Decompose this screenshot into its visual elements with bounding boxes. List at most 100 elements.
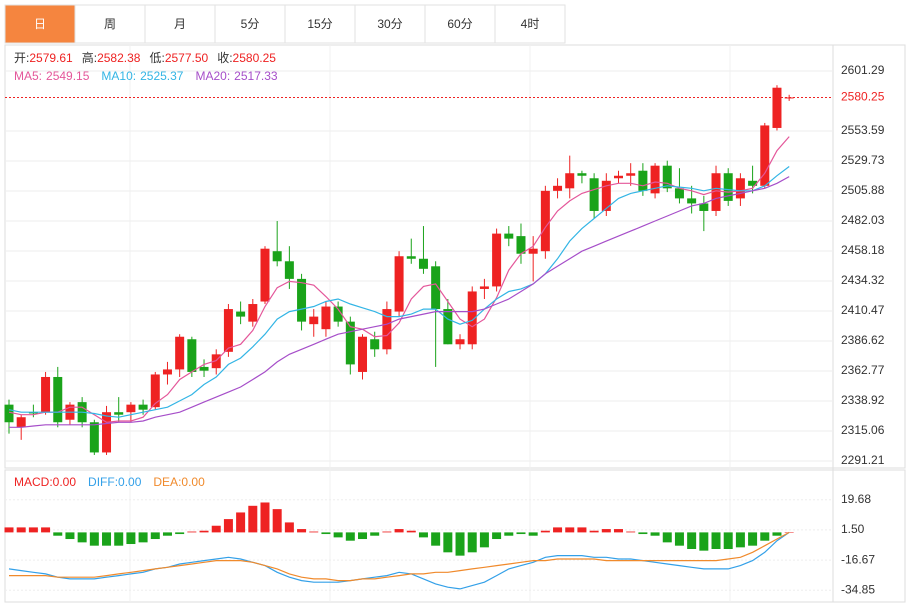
macd-bar [321, 532, 331, 535]
candle-body [41, 376, 51, 413]
macd-bar [138, 532, 148, 543]
candle-body [150, 374, 160, 408]
indicator-line [9, 176, 790, 428]
macd-bar [382, 531, 392, 533]
tab-label: 30分 [377, 17, 402, 31]
candle-body [126, 404, 136, 413]
candle-body [601, 180, 611, 211]
candle-body [553, 185, 563, 191]
text-part: 2549.15 [46, 69, 90, 83]
text-part: 收: [217, 51, 232, 65]
macd-panel [4, 469, 906, 603]
candle-body [394, 256, 404, 312]
text-part: MA5: [14, 69, 42, 83]
main-panel [4, 44, 906, 469]
candle-body [333, 306, 343, 322]
macd-bar [553, 527, 563, 533]
candle-body [565, 173, 575, 189]
macd-bar [223, 519, 233, 533]
y-tick-label: 1.50 [841, 522, 865, 536]
candle-body [638, 170, 648, 191]
macd-bar [77, 532, 87, 543]
y-tick-label: 2434.32 [841, 273, 885, 287]
macd-bar [4, 527, 14, 533]
macd-bar [370, 532, 380, 536]
candle-body [199, 366, 209, 371]
y-tick-label: 2458.18 [841, 243, 885, 257]
indicator-line [8, 166, 790, 418]
tab[interactable] [284, 4, 356, 44]
candle-body [236, 311, 246, 317]
macd-bar [126, 532, 136, 545]
y-tick-label: 2529.73 [841, 153, 885, 167]
macd-bar [114, 532, 124, 546]
tab[interactable] [144, 4, 216, 44]
text-part: MA20: [195, 69, 230, 83]
candle-body [589, 178, 599, 211]
candle-body [16, 417, 26, 428]
candle-body [772, 87, 782, 128]
candle-body [211, 354, 221, 369]
macd-bar [626, 531, 636, 533]
candle-body [162, 369, 172, 375]
candle-body [370, 339, 380, 350]
macd-bar [662, 532, 672, 543]
indicator-line [8, 136, 790, 423]
tab[interactable] [4, 4, 76, 44]
candle-body [284, 261, 294, 279]
text-part: DEA:0.00 [153, 475, 205, 489]
macd-bar [516, 532, 526, 535]
macd-bar [589, 530, 599, 533]
candle-body [187, 339, 197, 372]
macd-bar [272, 509, 282, 533]
tab[interactable] [424, 4, 496, 44]
text-part: 2580.25 [233, 51, 277, 65]
macd-bar [358, 532, 368, 540]
header-macd: MACD:0.00 DIFF:0.00 DEA:0.00 [14, 475, 205, 489]
candle-body [760, 125, 770, 186]
macd-bar [504, 532, 514, 536]
macd-bar [150, 532, 160, 540]
candle-body [53, 376, 63, 423]
tab[interactable] [494, 4, 566, 44]
text-part: 高: [82, 50, 97, 65]
macd-bar [772, 532, 782, 536]
macd-bar [297, 529, 307, 533]
tab-label: 4时 [521, 17, 540, 31]
y-tick-label: 2338.92 [841, 393, 885, 407]
y-tick-label: 2482.03 [841, 213, 885, 227]
macd-bar [455, 532, 465, 556]
candle-body [650, 165, 660, 194]
text-part: 2517.33 [234, 69, 278, 83]
y-tick-label: -16.67 [841, 552, 875, 566]
macd-bar [89, 532, 99, 546]
tab[interactable] [74, 4, 146, 44]
macd-bar [248, 505, 258, 533]
candle-body [89, 422, 99, 453]
macd-bar [175, 532, 185, 535]
macd-bar [699, 532, 709, 551]
macd-bar [28, 527, 38, 533]
candle-body [4, 404, 14, 423]
macd-bar [492, 532, 502, 540]
candle-body [577, 173, 587, 176]
candle-body [748, 180, 758, 186]
candle-body [479, 286, 489, 289]
macd-bar [431, 532, 441, 546]
candle-body [175, 336, 185, 370]
text-part: DIFF:0.00 [88, 475, 142, 489]
tab-label: 月 [174, 17, 186, 31]
macd-bar [723, 532, 733, 550]
tab[interactable] [354, 4, 426, 44]
macd-bar [345, 532, 355, 541]
text-part: MACD:0.00 [14, 475, 76, 489]
macd-bar [601, 529, 611, 533]
macd-bar [577, 527, 587, 533]
macd-bar [650, 532, 660, 536]
text-part: 2579.61 [29, 51, 73, 65]
macd-bar [260, 502, 270, 533]
macd-bar [187, 531, 197, 533]
candle-body [406, 256, 416, 259]
macd-bar [309, 531, 319, 533]
